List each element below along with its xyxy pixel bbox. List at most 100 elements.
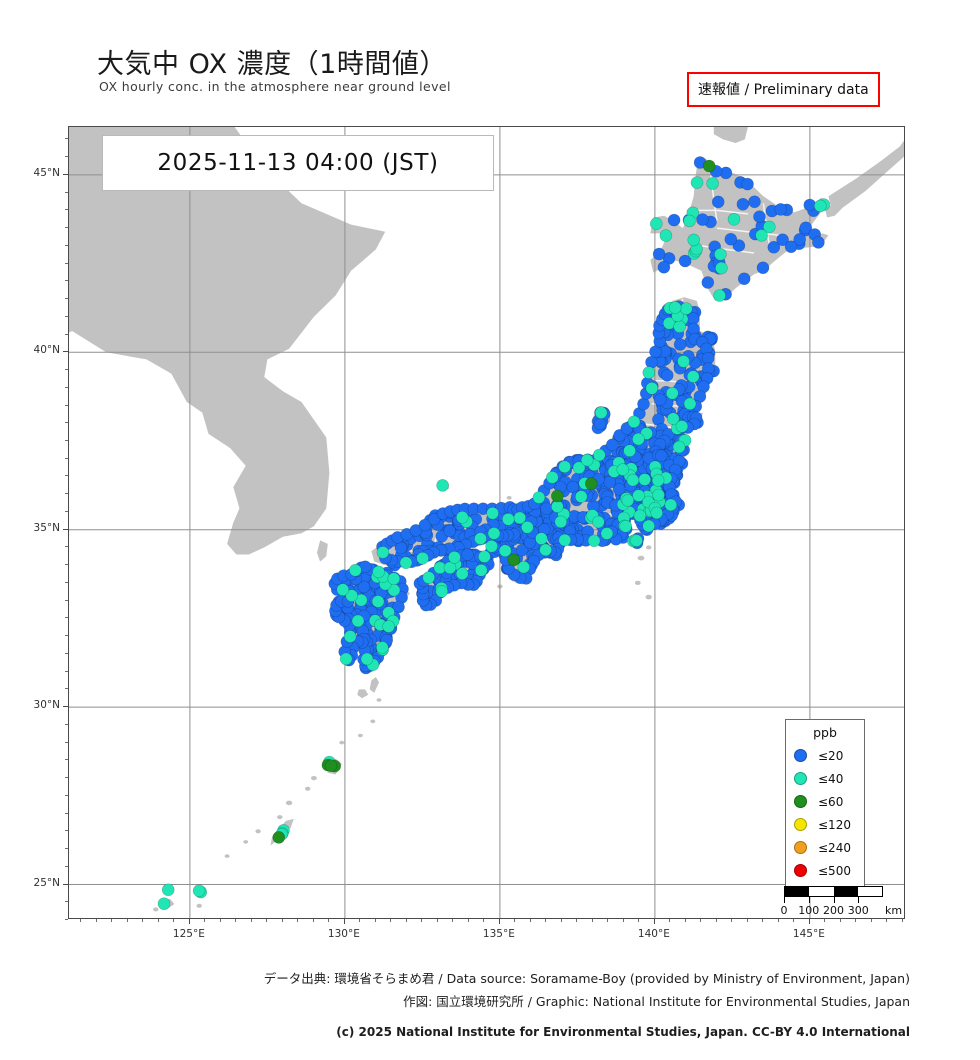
lat-minor-tick: [65, 865, 68, 867]
lon-minor-tick: [607, 919, 609, 922]
legend-label: ≤40: [818, 771, 844, 786]
lon-minor-tick: [421, 919, 423, 922]
scale-bar-unit: km: [885, 904, 903, 917]
lon-tick-label-130: 130°E: [327, 928, 360, 940]
lat-minor-tick: [65, 599, 68, 601]
map-canvas: [69, 127, 904, 918]
lat-minor-tick: [65, 581, 68, 583]
lon-minor-tick: [514, 919, 516, 922]
lon-minor-tick: [715, 919, 717, 922]
lat-minor-tick: [65, 919, 68, 920]
legend-row-1: ≤40: [786, 767, 864, 790]
lat-tick-mark-40: [63, 351, 68, 353]
lon-minor-tick: [297, 919, 299, 922]
lat-minor-tick: [65, 244, 68, 246]
lon-minor-tick: [529, 919, 531, 922]
lon-minor-tick: [281, 919, 283, 922]
lon-minor-tick: [855, 919, 857, 922]
lat-minor-tick: [65, 493, 68, 495]
lat-tick-label-25: 25°N: [33, 876, 60, 889]
lat-minor-tick: [65, 138, 68, 140]
legend-swatch-icon: [794, 772, 807, 785]
map-plot-area[interactable]: [68, 126, 905, 919]
scale-bar-segment-0: [785, 887, 810, 896]
legend-label: ≤60: [818, 794, 844, 809]
timestamp-label: 2025-11-13 04:00 (JST): [102, 135, 494, 191]
lon-tick-mark-130: [343, 919, 345, 924]
lat-minor-tick: [65, 830, 68, 832]
lon-minor-tick: [111, 919, 113, 922]
lat-tick-mark-35: [63, 528, 68, 530]
legend-swatch-icon: [794, 749, 807, 762]
lon-minor-tick: [80, 919, 82, 922]
lat-minor-tick: [65, 510, 68, 512]
legend-swatch-icon: [794, 795, 807, 808]
lon-minor-tick: [746, 919, 748, 922]
lat-minor-tick: [65, 688, 68, 690]
lon-tick-label-135: 135°E: [482, 928, 515, 940]
scale-bar-tick-3: [858, 897, 860, 903]
lon-minor-tick: [405, 919, 407, 922]
scale-bar-labels: km 0 100 200 300: [780, 904, 903, 918]
lat-minor-tick: [65, 457, 68, 459]
lon-minor-tick: [576, 919, 578, 922]
lon-minor-tick: [762, 919, 764, 922]
legend-label: ≤120: [818, 817, 851, 832]
lon-tick-mark-145: [808, 919, 810, 924]
legend-swatch-icon: [794, 818, 807, 831]
lon-tick-label-145: 145°E: [792, 928, 825, 940]
lat-tick-label-35: 35°N: [33, 521, 60, 534]
scale-bar-tick-1: [808, 897, 810, 903]
lat-minor-tick: [65, 440, 68, 441]
lon-tick-mark-140: [653, 919, 655, 924]
scale-bar-tick-2: [833, 897, 835, 903]
lon-minor-tick: [700, 919, 702, 922]
lat-minor-tick: [65, 652, 68, 654]
legend-swatch-icon: [794, 864, 807, 877]
legend-swatch-icon: [794, 841, 807, 854]
scale-bar-segments: [784, 886, 883, 897]
lon-minor-tick: [390, 919, 392, 922]
lon-minor-tick: [359, 919, 361, 922]
lon-minor-tick: [204, 919, 206, 922]
lon-tick-label-140: 140°E: [637, 928, 670, 940]
lon-minor-tick: [467, 919, 469, 922]
lon-minor-tick: [824, 919, 826, 922]
station-markers-layer: [157, 156, 831, 911]
lon-minor-tick: [452, 919, 454, 922]
lon-minor-tick: [173, 919, 175, 922]
scale-bar-label-0: 0: [780, 904, 788, 917]
lat-tick-mark-30: [63, 706, 68, 708]
lat-minor-tick: [65, 564, 68, 566]
lon-minor-tick: [142, 919, 144, 922]
lon-minor-tick: [235, 919, 237, 922]
lon-minor-tick: [591, 919, 593, 922]
lat-minor-tick: [65, 191, 68, 193]
lat-minor-tick: [65, 741, 68, 743]
lon-minor-tick: [436, 919, 438, 922]
lat-minor-tick: [65, 156, 68, 158]
lon-minor-tick: [374, 919, 376, 922]
lon-minor-tick: [870, 919, 872, 922]
lon-minor-tick: [684, 919, 686, 922]
lat-minor-tick: [65, 298, 68, 300]
lon-minor-tick: [669, 919, 671, 922]
footer-graphic-credit: 作図: 国立環境研究所 / Graphic: National Institut…: [403, 994, 910, 1009]
scale-bar-label-1: 100: [798, 904, 820, 917]
scale-bar-segment-2: [833, 887, 858, 896]
lat-minor-tick: [65, 635, 68, 637]
lat-minor-tick: [65, 422, 68, 424]
lon-minor-tick: [731, 919, 733, 922]
scale-bar-label-2: 200: [823, 904, 844, 917]
page-subtitle: OX hourly conc. in the atmosphere near g…: [99, 79, 451, 94]
lat-tick-label-40: 40°N: [33, 344, 60, 357]
legend-row-5: ≤500: [786, 859, 864, 882]
scale-bar-ticks: [784, 897, 883, 904]
legend: ppb ≤20 ≤40 ≤60 ≤120 ≤240 ≤500: [785, 719, 865, 890]
lat-minor-tick: [65, 280, 68, 282]
scale-bar: km 0 100 200 300: [780, 886, 903, 918]
preliminary-data-badge: 速報値 / Preliminary data: [687, 72, 880, 107]
footer-copyright: (c) 2025 National Institute for Environm…: [336, 1025, 910, 1039]
scale-bar-segment-3: [857, 887, 882, 896]
